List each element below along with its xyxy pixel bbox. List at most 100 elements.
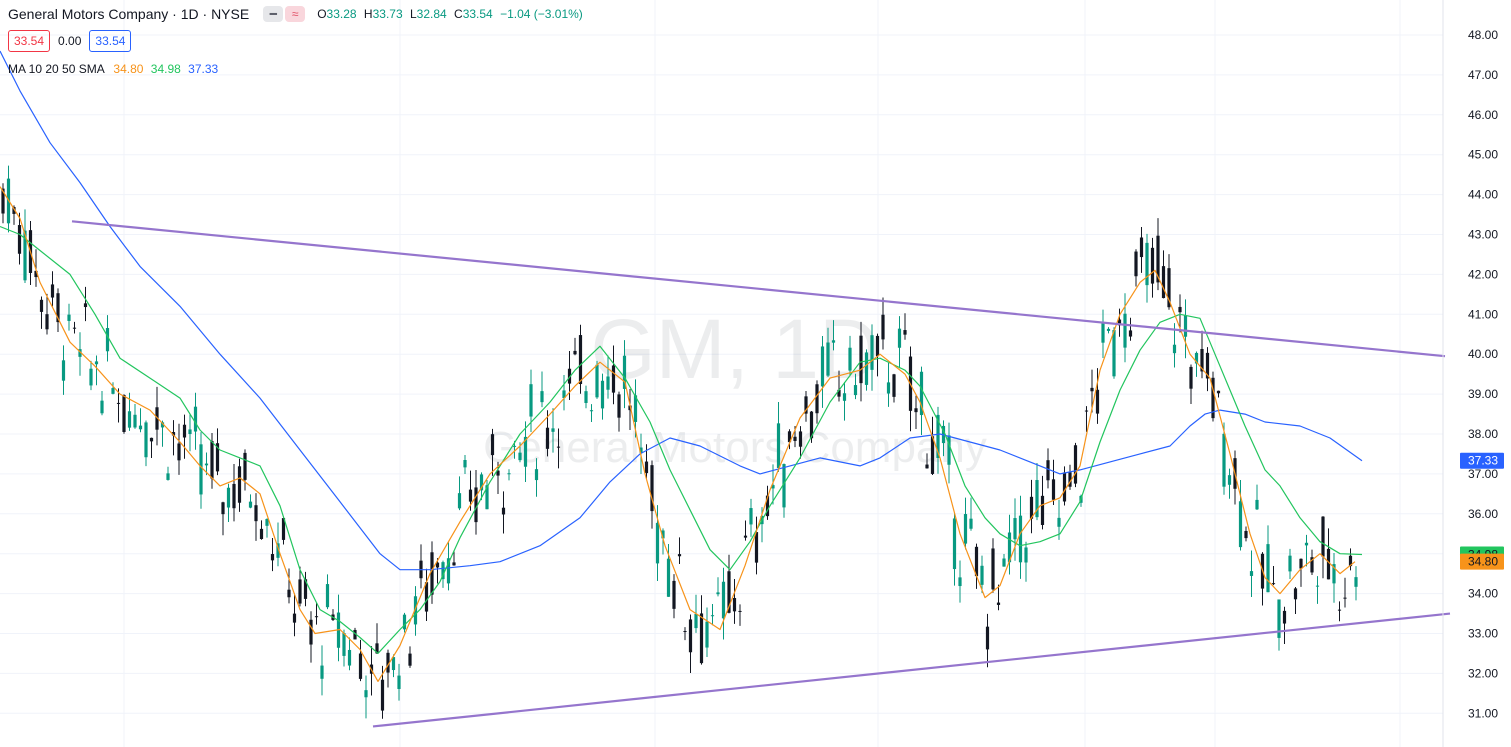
ma50-value: 37.33: [188, 62, 219, 76]
y-tick-label: 48.00: [1468, 28, 1498, 42]
candle-body: [397, 675, 401, 689]
candle-body: [892, 374, 896, 397]
candle-body: [452, 562, 456, 566]
candle-body: [600, 380, 605, 409]
candle-body: [226, 487, 231, 508]
candle-body: [1057, 517, 1061, 527]
compare-icon[interactable]: ≈: [285, 6, 306, 22]
hide-icon[interactable]: ━: [263, 6, 284, 22]
candle-body: [1249, 571, 1254, 576]
candle-body: [67, 314, 71, 321]
candle-body: [694, 613, 698, 629]
candle-body: [969, 518, 973, 529]
candle-body: [424, 582, 429, 612]
candle-body: [259, 528, 264, 540]
candle-body: [606, 376, 610, 390]
y-tick-label: 44.00: [1468, 188, 1498, 202]
candle-body: [479, 474, 484, 491]
candle-body: [199, 444, 203, 495]
candle-body: [991, 548, 995, 590]
candle-body: [1090, 387, 1094, 392]
candle-body: [1332, 564, 1336, 584]
candle-body: [155, 407, 159, 430]
candle-body: [116, 402, 121, 404]
candle-body: [177, 443, 181, 461]
y-tick-label: 45.00: [1468, 148, 1498, 162]
ma-legend[interactable]: MA 10 20 50 SMA 34.80 34.98 37.33: [8, 62, 218, 76]
candle-body: [1013, 518, 1017, 540]
candle-body: [798, 431, 803, 447]
candle-body: [254, 505, 258, 522]
price-label-text: 37.33: [1468, 454, 1498, 468]
candle-body: [402, 614, 407, 630]
candle-body: [1244, 530, 1248, 539]
y-tick-label: 31.00: [1468, 706, 1498, 720]
candle-body: [1189, 366, 1193, 389]
candle-body: [182, 424, 187, 438]
candle-body: [430, 552, 434, 595]
candle-body: [523, 436, 528, 467]
candle-body: [1304, 542, 1309, 546]
candle-body: [298, 579, 302, 604]
candle-body: [540, 391, 544, 403]
trendlines: [71, 220, 1451, 728]
candle-body: [644, 461, 649, 474]
candle-body: [1, 188, 5, 214]
y-tick-label: 32.00: [1468, 666, 1498, 680]
ma10-line: [0, 186, 1356, 683]
candle-body: [1112, 330, 1116, 377]
candle-body: [380, 679, 385, 711]
candle-body: [545, 427, 550, 449]
buy-price[interactable]: 33.54: [89, 30, 132, 52]
y-tick-label: 42.00: [1468, 267, 1498, 281]
candle-body: [309, 619, 313, 645]
candle-body: [276, 543, 280, 558]
candle-body: [287, 589, 291, 598]
candle-body: [149, 437, 154, 442]
candle-body: [193, 406, 198, 432]
spread-value: 0.00: [58, 34, 82, 48]
candle-body: [584, 391, 588, 403]
candle-body: [633, 395, 638, 422]
candle-body: [353, 629, 357, 640]
candle-body: [903, 330, 907, 335]
candle-body: [859, 335, 863, 384]
candle-body: [870, 335, 874, 370]
candle-body: [534, 469, 539, 481]
candle-body: [490, 434, 495, 456]
candle-body: [886, 382, 891, 394]
candle-body: [270, 554, 275, 561]
candle-body: [83, 303, 88, 308]
candle-body: [677, 554, 682, 557]
sell-price[interactable]: 33.54: [8, 30, 51, 52]
resistance-trendline: [71, 220, 1446, 358]
candle-body: [1084, 410, 1089, 412]
candle-body: [12, 207, 16, 214]
candle-body: [820, 346, 825, 387]
candle-body: [793, 436, 797, 441]
candle-body: [551, 428, 555, 432]
symbol-title[interactable]: General Motors Company · 1D · NYSE: [8, 6, 250, 22]
candle-body: [1178, 306, 1182, 313]
candle-body: [518, 452, 522, 461]
candle-body: [617, 394, 621, 418]
candle-body: [166, 473, 170, 480]
candle-body: [501, 507, 506, 515]
y-tick-label: 41.00: [1468, 307, 1498, 321]
candle-body: [930, 436, 935, 474]
candle-body: [1172, 344, 1177, 354]
candle-body: [435, 562, 440, 568]
candle-body: [1145, 242, 1149, 286]
y-tick-label: 37.00: [1468, 467, 1498, 481]
candle-body: [1222, 433, 1226, 487]
candle-body: [1337, 609, 1342, 611]
candle-body: [925, 464, 929, 469]
candle-body: [639, 447, 643, 453]
price-axis[interactable]: 48.00 47.00 46.00 45.00 44.00 43.00 42.00 41.00…: [1442, 0, 1498, 747]
candle-body: [837, 389, 841, 397]
candle-body: [232, 483, 236, 509]
candle-body: [133, 414, 137, 428]
candle-body: [1343, 597, 1347, 599]
candle-body: [776, 423, 781, 468]
